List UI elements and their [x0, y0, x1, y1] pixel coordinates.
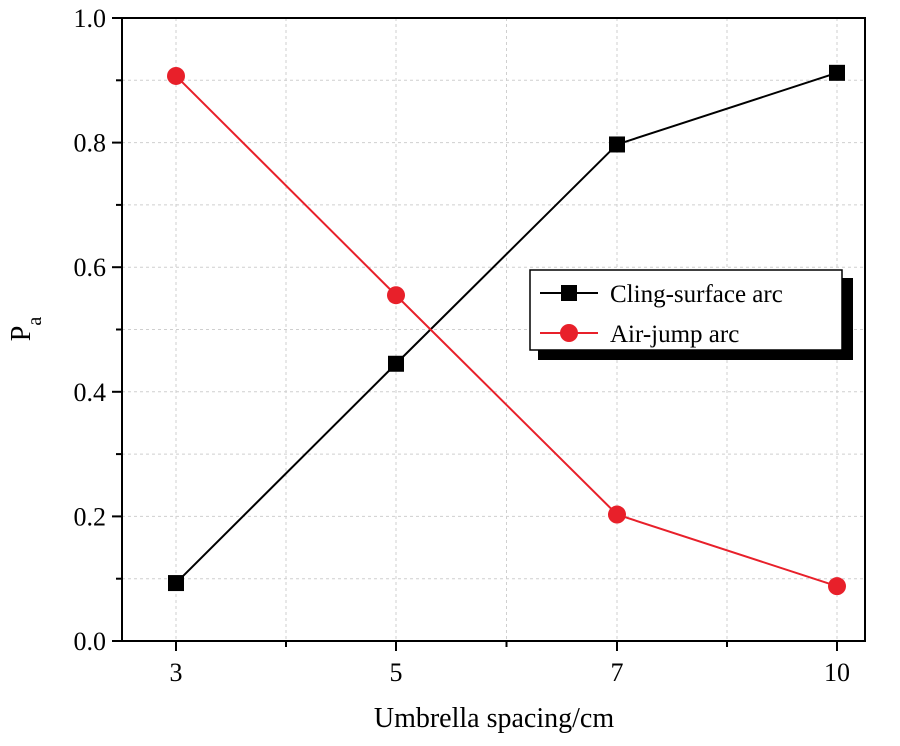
legend-box — [529, 269, 843, 351]
axis-ticks — [112, 17, 838, 651]
y-tick-label: 0.2 — [74, 502, 107, 531]
y-tick-label: 0.0 — [74, 627, 107, 656]
x-tick-label: 10 — [824, 658, 850, 687]
y-tick-label: 0.8 — [74, 129, 107, 158]
data-point-cling-surface — [168, 575, 184, 592]
legend-label-cling: Cling-surface arc — [610, 281, 783, 308]
data-point-air-jump — [608, 505, 626, 524]
data-point-air-jump — [167, 66, 185, 85]
y-axis-title-sub: a — [24, 317, 46, 326]
legend-label-airjump: Air-jump arc — [610, 321, 739, 348]
x-axis-title: Umbrella spacing/cm — [374, 703, 614, 734]
data-point-air-jump — [387, 286, 405, 305]
data-point-cling-surface — [609, 136, 625, 153]
y-tick-label: 1.0 — [74, 4, 107, 33]
x-tick-label: 3 — [170, 658, 183, 687]
data-point-cling-surface — [388, 355, 404, 372]
tick-labels: 3 5 7 10 0.0 0.2 0.4 0.6 0.8 1.0 — [74, 4, 851, 687]
y-axis-title-main: P — [6, 326, 37, 342]
legend-marker-cling — [561, 285, 577, 301]
legend-marker-airjump — [560, 324, 578, 342]
y-axis-title: Pa — [6, 317, 46, 342]
legend: Cling-surface arc Air-jump arc — [529, 269, 853, 360]
y-tick-label: 0.4 — [74, 378, 107, 407]
series-line-air-jump — [175, 75, 838, 588]
series-line-cling-surface — [175, 71, 838, 584]
series-layer — [167, 64, 846, 596]
data-point-cling-surface — [829, 64, 845, 81]
y-tick-label: 0.6 — [74, 253, 107, 282]
x-tick-label: 5 — [390, 658, 403, 687]
x-tick-label: 7 — [611, 658, 624, 687]
data-point-air-jump — [828, 577, 846, 596]
